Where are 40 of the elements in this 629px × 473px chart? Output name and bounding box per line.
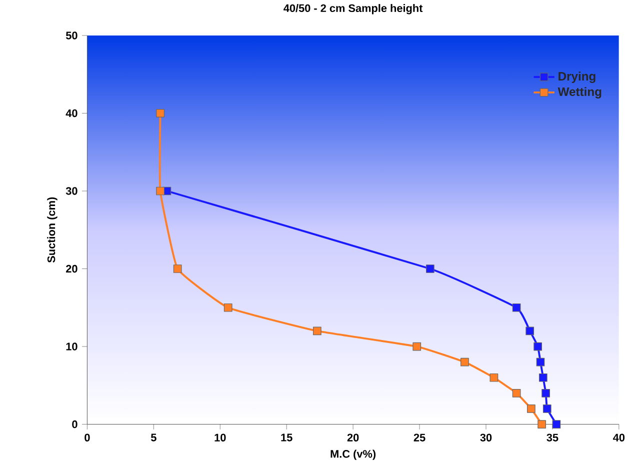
point <box>460 358 469 366</box>
point <box>527 404 536 414</box>
y-tick-label: 40 <box>66 110 78 118</box>
y-tick-label: 20 <box>66 265 78 273</box>
point <box>552 420 561 429</box>
point <box>526 326 534 336</box>
x-tick-label: 40 <box>613 434 625 442</box>
point <box>538 374 548 382</box>
chart-title: 40/50 - 2 cm Sample height <box>284 4 423 14</box>
y-tick-label: 10 <box>66 342 78 351</box>
point <box>490 374 498 382</box>
x-tick-label: 5 <box>150 434 156 442</box>
point <box>156 186 164 196</box>
x-tick-label: 25 <box>414 434 426 442</box>
point <box>512 389 521 398</box>
point <box>156 109 164 118</box>
point <box>534 342 542 351</box>
y-axis-title: Suction (cm) <box>47 198 58 263</box>
point <box>538 420 546 429</box>
y-tick-label: 0 <box>72 420 78 428</box>
x-tick-label: 10 <box>214 434 226 442</box>
point <box>312 326 322 336</box>
point <box>412 342 422 351</box>
y-tick-label: 50 <box>66 32 78 40</box>
point <box>224 304 232 312</box>
x-tick-label: 15 <box>281 434 292 442</box>
x-tick-label: 0 <box>84 434 90 442</box>
x-tick-label: 30 <box>480 434 492 442</box>
legend-label: Wetting <box>558 87 602 99</box>
x-tick-label: 35 <box>546 434 558 442</box>
legend-label: Drying <box>558 72 596 84</box>
point <box>512 304 521 312</box>
point <box>542 404 552 414</box>
x-tick-label: 20 <box>347 434 359 442</box>
point <box>426 264 434 274</box>
point <box>542 389 550 398</box>
point <box>536 358 545 366</box>
y-tick-label: 30 <box>66 187 78 195</box>
point <box>173 264 182 274</box>
x-axis-title: M.C (v%) <box>330 450 376 460</box>
